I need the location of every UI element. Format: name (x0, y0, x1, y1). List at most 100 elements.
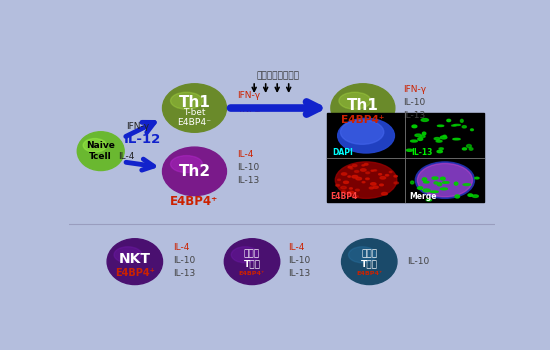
Ellipse shape (77, 132, 124, 170)
Ellipse shape (350, 168, 353, 169)
Ellipse shape (380, 176, 386, 179)
Text: Naive
Tcell: Naive Tcell (86, 141, 115, 161)
Ellipse shape (348, 176, 350, 177)
Ellipse shape (362, 182, 365, 183)
Ellipse shape (342, 191, 345, 192)
Ellipse shape (441, 177, 445, 180)
Ellipse shape (412, 125, 417, 128)
Ellipse shape (454, 182, 458, 185)
Ellipse shape (107, 239, 163, 285)
Ellipse shape (373, 186, 378, 188)
Text: IL-4: IL-4 (288, 243, 305, 252)
Ellipse shape (422, 178, 427, 181)
Ellipse shape (434, 138, 440, 140)
Ellipse shape (382, 193, 387, 195)
Text: IL-13: IL-13 (403, 111, 426, 120)
Text: T-bet: T-bet (183, 108, 206, 117)
Ellipse shape (471, 129, 474, 131)
Ellipse shape (348, 166, 352, 168)
Ellipse shape (415, 162, 475, 198)
Text: IL-10: IL-10 (403, 98, 426, 107)
Ellipse shape (336, 184, 339, 186)
Text: E4BP4⁺: E4BP4⁺ (356, 271, 382, 275)
Ellipse shape (443, 135, 446, 137)
Bar (327, 113, 405, 158)
Text: IL-10: IL-10 (237, 163, 260, 172)
Text: IL-10: IL-10 (288, 256, 311, 265)
Text: E4BP4⁺: E4BP4⁺ (239, 271, 265, 275)
Ellipse shape (371, 183, 376, 185)
Text: TNFα: TNFα (237, 105, 260, 114)
Ellipse shape (441, 136, 447, 139)
Ellipse shape (437, 183, 442, 186)
Ellipse shape (114, 247, 142, 263)
Ellipse shape (417, 187, 422, 189)
Text: IFN-γ: IFN-γ (126, 122, 150, 131)
Ellipse shape (349, 247, 376, 263)
Text: Th1: Th1 (179, 95, 211, 110)
Ellipse shape (422, 132, 426, 135)
Ellipse shape (431, 191, 438, 193)
Ellipse shape (439, 148, 443, 149)
Ellipse shape (356, 177, 361, 180)
Ellipse shape (394, 175, 397, 177)
Ellipse shape (411, 181, 414, 184)
Ellipse shape (336, 162, 397, 198)
Ellipse shape (394, 182, 399, 184)
Text: E4BP4⁻: E4BP4⁻ (178, 118, 212, 127)
Text: Th2: Th2 (178, 164, 211, 179)
Ellipse shape (443, 182, 449, 183)
Bar (405, 113, 485, 158)
Ellipse shape (371, 170, 373, 171)
Text: 記憶型
T細胞: 記憶型 T細胞 (244, 249, 261, 268)
Ellipse shape (344, 181, 349, 183)
Ellipse shape (389, 172, 392, 173)
Ellipse shape (366, 172, 370, 174)
Text: IL-4: IL-4 (173, 243, 190, 252)
Text: 慢性的な抗原刺激: 慢性的な抗原刺激 (257, 71, 300, 80)
Text: IFN-γ: IFN-γ (237, 91, 260, 100)
Ellipse shape (355, 189, 359, 191)
Ellipse shape (386, 175, 389, 176)
Ellipse shape (379, 184, 383, 186)
Ellipse shape (231, 247, 259, 263)
Ellipse shape (362, 165, 365, 166)
Ellipse shape (421, 135, 425, 138)
Text: Merge: Merge (409, 192, 437, 201)
Ellipse shape (170, 156, 202, 173)
Text: IL-4: IL-4 (118, 152, 134, 161)
Ellipse shape (462, 126, 466, 128)
Text: E4BP4: E4BP4 (331, 192, 358, 201)
Ellipse shape (441, 188, 447, 190)
Ellipse shape (455, 195, 460, 198)
Ellipse shape (348, 191, 354, 194)
Text: IL-13: IL-13 (288, 269, 311, 278)
Ellipse shape (411, 140, 417, 142)
Ellipse shape (369, 187, 373, 189)
Ellipse shape (163, 147, 227, 196)
Ellipse shape (432, 177, 438, 179)
Ellipse shape (224, 239, 280, 285)
Ellipse shape (419, 187, 422, 189)
Text: Th1: Th1 (347, 98, 379, 113)
Ellipse shape (466, 145, 471, 148)
Ellipse shape (352, 164, 357, 167)
Text: IL-10: IL-10 (407, 257, 429, 266)
Ellipse shape (341, 187, 346, 189)
Ellipse shape (331, 84, 395, 132)
Text: IL-13: IL-13 (173, 269, 195, 278)
Ellipse shape (352, 175, 358, 178)
Ellipse shape (434, 182, 438, 184)
Ellipse shape (468, 194, 472, 196)
Ellipse shape (355, 196, 359, 197)
Ellipse shape (364, 163, 368, 165)
Text: E4BP4⁺: E4BP4⁺ (115, 268, 155, 278)
Ellipse shape (418, 138, 423, 140)
Ellipse shape (454, 124, 460, 126)
Ellipse shape (163, 84, 227, 132)
Ellipse shape (349, 188, 353, 189)
Text: IL-10: IL-10 (173, 256, 195, 265)
Bar (327, 158, 405, 202)
Ellipse shape (460, 119, 463, 122)
Ellipse shape (472, 195, 478, 197)
